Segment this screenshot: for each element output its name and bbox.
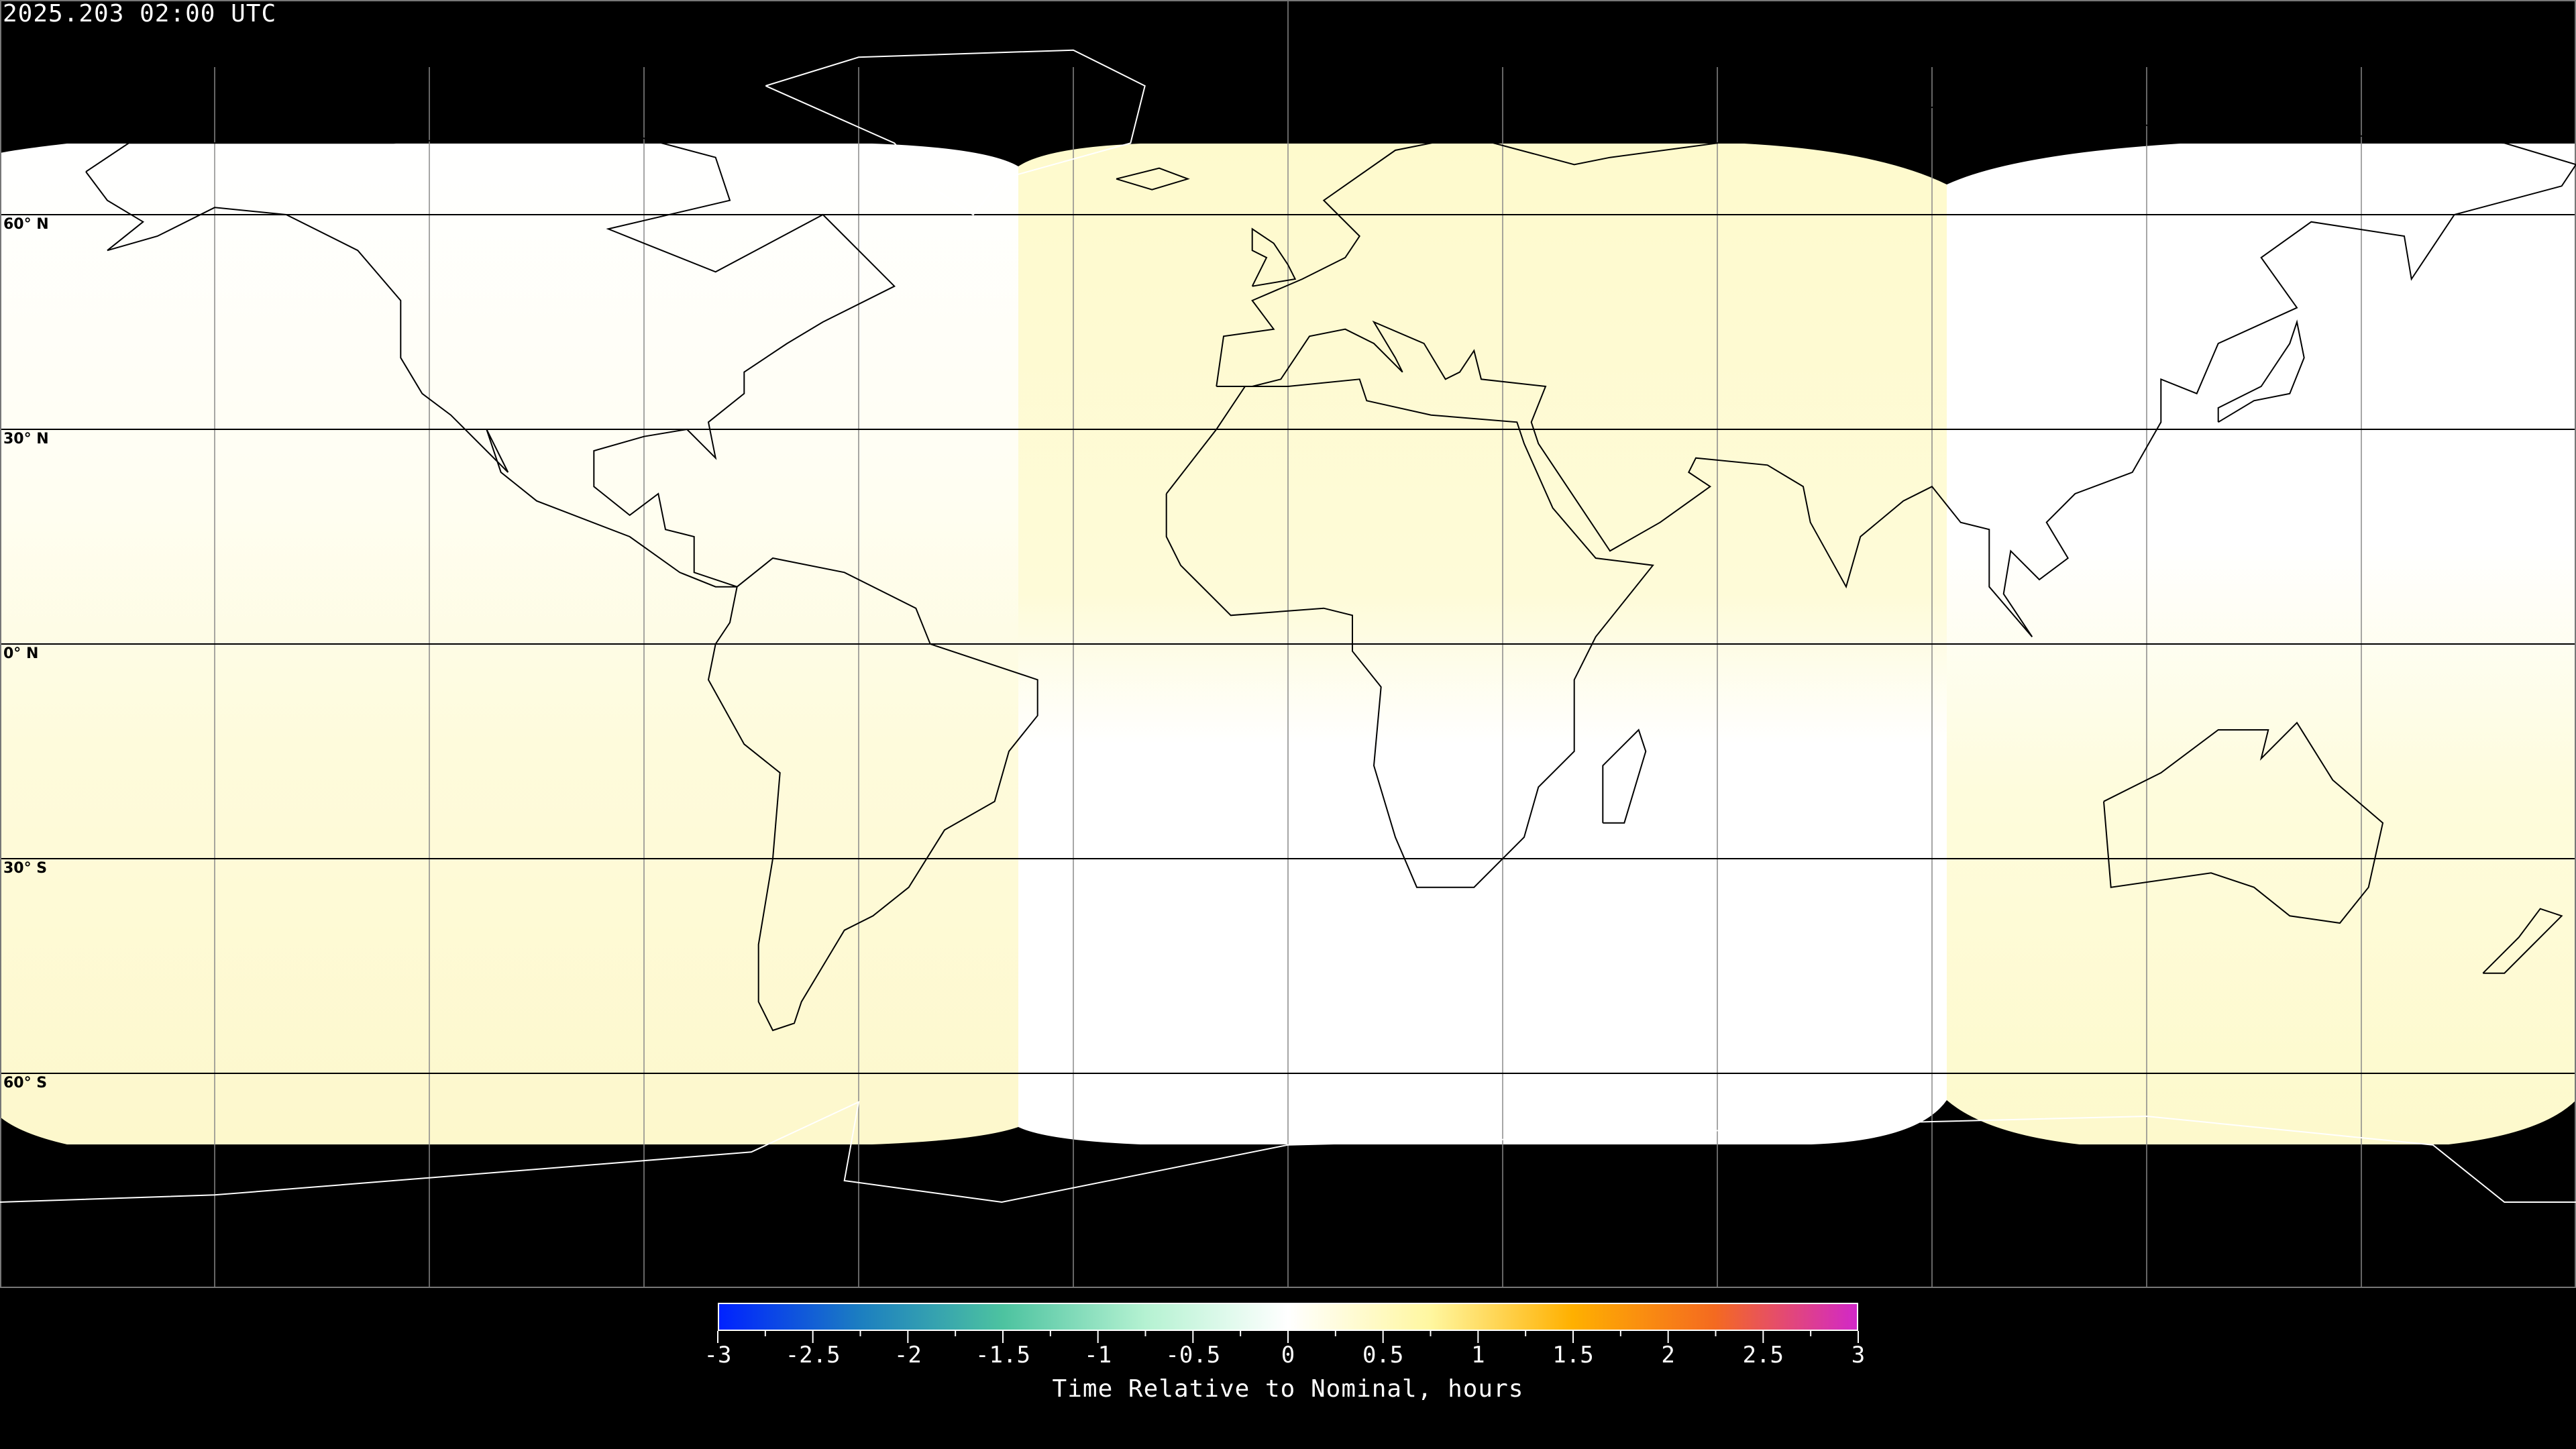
- colorbar-tick-label: -2: [894, 1342, 922, 1368]
- colorbar-tick-label: 1: [1471, 1342, 1485, 1368]
- colorbar-tick-label: -0.5: [1165, 1342, 1221, 1368]
- colorbar-tick-label: 2.5: [1742, 1342, 1784, 1368]
- coastline-greenland: [765, 49, 1146, 216]
- colorbar-tick-label: 3: [1851, 1342, 1866, 1368]
- colorbar-tick-label: -1: [1084, 1342, 1112, 1368]
- coastline-japan: [2217, 319, 2305, 423]
- colorbar-tick-label: -3: [704, 1342, 732, 1368]
- lat-label-30n: 30° N: [3, 431, 49, 447]
- graticule: [0, 0, 2576, 1288]
- colorbar-tick-label: 1.5: [1552, 1342, 1594, 1368]
- coastline-north-america: [85, 127, 896, 588]
- colorbar-tick-label: 0.5: [1362, 1342, 1404, 1368]
- coastline-eurasia: [1216, 92, 2576, 637]
- coastline-australia: [2103, 721, 2384, 924]
- coastlines: [0, 49, 2576, 1203]
- colorbar: [718, 1303, 1858, 1331]
- map-canvas: [0, 0, 2576, 1288]
- lat-label-60n: 60° N: [3, 216, 49, 233]
- coastline-south-america: [707, 557, 1038, 1032]
- coastline-great-britain: [1251, 227, 1297, 287]
- colorbar-ticks: [717, 1331, 1859, 1343]
- lat-label-60s: 60° S: [3, 1075, 48, 1091]
- coastline-antarctica: [0, 1100, 2576, 1203]
- colorbar-tick-label: -1.5: [975, 1342, 1030, 1368]
- colorbar-label: Time Relative to Nominal, hours: [1052, 1375, 1524, 1403]
- coastline-madagascar: [1602, 729, 1647, 824]
- timestamp-title: 2025.203 02:00 UTC: [3, 0, 277, 28]
- coastline-iceland: [1116, 167, 1190, 191]
- map-frame: [0, 0, 2576, 1288]
- lat-label-30s: 30° S: [3, 860, 48, 877]
- coastline-africa: [1165, 378, 1654, 888]
- lat-label-0n: 0° N: [3, 645, 39, 662]
- colorbar-tick-label: -2.5: [785, 1342, 841, 1368]
- colorbar-tick-label: 2: [1661, 1342, 1675, 1368]
- coastline-new-zealand: [2482, 908, 2563, 974]
- colorbar-tick-label: 0: [1281, 1342, 1295, 1368]
